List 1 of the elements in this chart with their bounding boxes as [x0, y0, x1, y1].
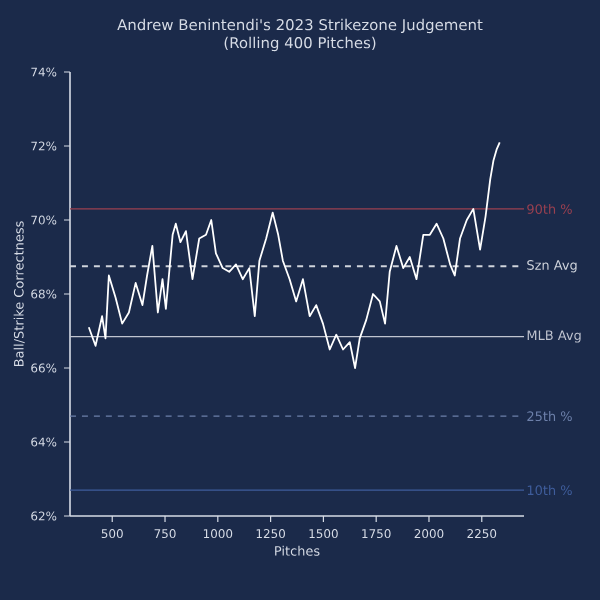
line-series: [87, 141, 501, 369]
